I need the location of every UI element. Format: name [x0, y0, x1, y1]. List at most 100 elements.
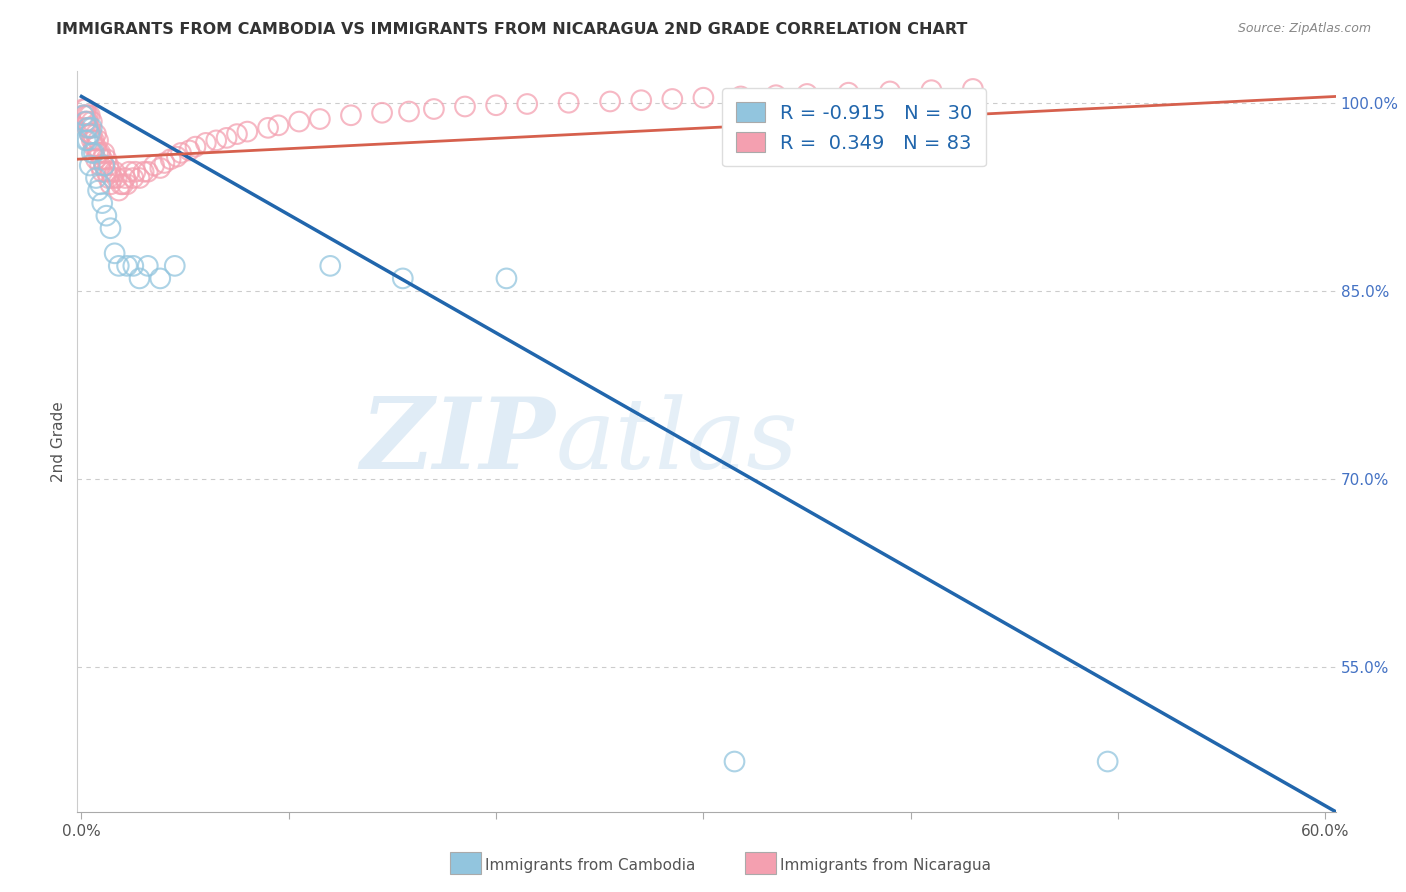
Point [128, 271, 150, 285]
Point [132, 165, 155, 179]
Point [87, 145, 110, 160]
Point [79, 159, 101, 173]
Point [79, 127, 101, 141]
Point [75, 102, 97, 116]
Text: IMMIGRANTS FROM CAMBODIA VS IMMIGRANTS FROM NICARAGUA 2ND GRADE CORRELATION CHAR: IMMIGRANTS FROM CAMBODIA VS IMMIGRANTS F… [56, 22, 967, 37]
Point [495, 271, 517, 285]
Point [104, 246, 127, 260]
Point [630, 93, 652, 107]
Text: Source: ZipAtlas.com: Source: ZipAtlas.com [1237, 22, 1371, 36]
Point [96, 152, 118, 166]
Point [76, 120, 98, 135]
Point [76, 108, 98, 122]
Point [122, 171, 145, 186]
Point [485, 98, 508, 112]
Point [226, 127, 249, 141]
Point [72, 108, 94, 122]
Point [79, 127, 101, 141]
Point [80, 145, 103, 160]
Point [97, 171, 120, 186]
Point [87, 184, 110, 198]
Point [236, 125, 259, 139]
Point [149, 161, 172, 175]
Point [91, 152, 114, 166]
Point [170, 145, 193, 160]
Point [136, 259, 159, 273]
Point [149, 271, 172, 285]
Point [80, 120, 103, 135]
Point [72, 102, 94, 116]
Text: Immigrants from Nicaragua: Immigrants from Nicaragua [780, 858, 991, 872]
Point [920, 83, 942, 97]
Point [87, 133, 110, 147]
Point [75, 114, 97, 128]
Point [100, 221, 122, 235]
Point [143, 159, 166, 173]
Point [75, 133, 97, 147]
Point [80, 127, 103, 141]
Point [83, 139, 105, 153]
Point [879, 85, 901, 99]
Point [84, 152, 107, 166]
Point [962, 82, 984, 96]
Point [96, 209, 118, 223]
Point [101, 171, 124, 186]
Point [838, 86, 860, 100]
Point [159, 152, 181, 166]
Point [97, 159, 120, 173]
Point [319, 259, 342, 273]
Point [89, 159, 111, 173]
Point [194, 136, 217, 150]
Point [796, 87, 818, 101]
Text: ZIP: ZIP [360, 393, 555, 490]
Point [391, 271, 413, 285]
Point [118, 165, 141, 179]
Point [122, 259, 145, 273]
Point [516, 97, 538, 112]
Point [72, 108, 94, 122]
Point [104, 165, 127, 179]
Point [100, 178, 122, 192]
Point [107, 184, 129, 198]
Point [115, 178, 138, 192]
Point [423, 102, 446, 116]
Point [91, 196, 114, 211]
Point [84, 171, 107, 186]
Point [79, 120, 101, 135]
Point [257, 120, 280, 135]
Point [91, 165, 114, 179]
Point [111, 178, 134, 192]
Point [215, 131, 238, 145]
Point [93, 159, 115, 173]
Point [309, 112, 332, 126]
Point [124, 165, 146, 179]
Point [84, 139, 107, 153]
Point [179, 144, 201, 158]
Point [84, 127, 107, 141]
Point [79, 108, 101, 122]
Point [105, 171, 128, 186]
Point [76, 120, 98, 135]
Point [557, 95, 579, 110]
Point [730, 89, 752, 103]
Point [398, 104, 420, 119]
Text: atlas: atlas [555, 394, 799, 489]
Point [184, 139, 207, 153]
Point [340, 108, 363, 122]
Point [80, 133, 103, 147]
Text: Immigrants from Cambodia: Immigrants from Cambodia [485, 858, 696, 872]
Y-axis label: 2nd Grade: 2nd Grade [51, 401, 66, 482]
Point [100, 165, 122, 179]
Point [288, 114, 311, 128]
Point [723, 755, 745, 769]
Point [83, 145, 105, 160]
Point [89, 178, 111, 192]
Point [765, 88, 787, 103]
Point [110, 178, 132, 192]
Point [267, 118, 290, 132]
Point [128, 171, 150, 186]
Point [75, 114, 97, 128]
Point [96, 165, 118, 179]
Point [205, 133, 228, 147]
Legend: R = -0.915   N = 30, R =  0.349   N = 83: R = -0.915 N = 30, R = 0.349 N = 83 [723, 88, 986, 167]
